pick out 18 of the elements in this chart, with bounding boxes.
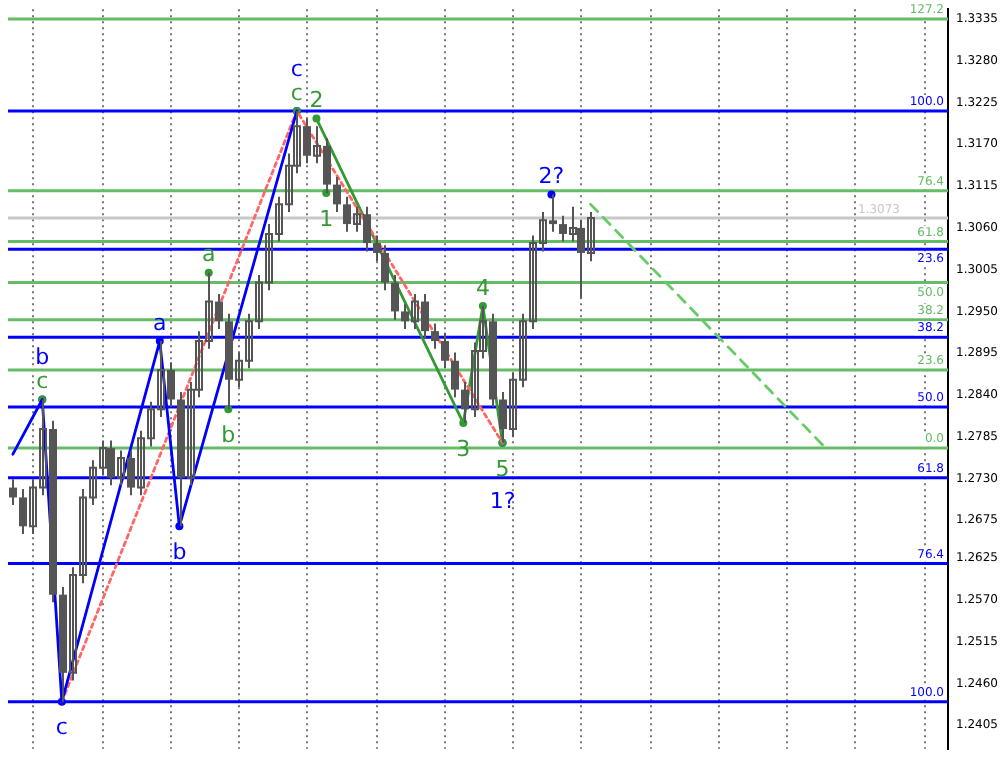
series-label: c: [290, 55, 303, 82]
series-label: 2?: [538, 163, 565, 190]
candlestick: [451, 351, 459, 399]
candlestick: [9, 478, 17, 507]
series-label: c: [55, 714, 68, 741]
series-label: c: [290, 79, 303, 106]
candlestick: [391, 273, 399, 321]
series-label: c: [36, 368, 49, 395]
series-label: b: [35, 344, 50, 371]
candlestick: [333, 176, 341, 213]
series-label: 5: [495, 455, 510, 482]
candlestick: [441, 331, 449, 370]
series-label: 1?: [489, 487, 516, 514]
candlestick: [431, 322, 439, 350]
series-label: b: [172, 539, 187, 566]
series-label: 1: [319, 205, 334, 232]
series-label: b: [221, 422, 236, 449]
series-label: 2: [309, 87, 324, 114]
